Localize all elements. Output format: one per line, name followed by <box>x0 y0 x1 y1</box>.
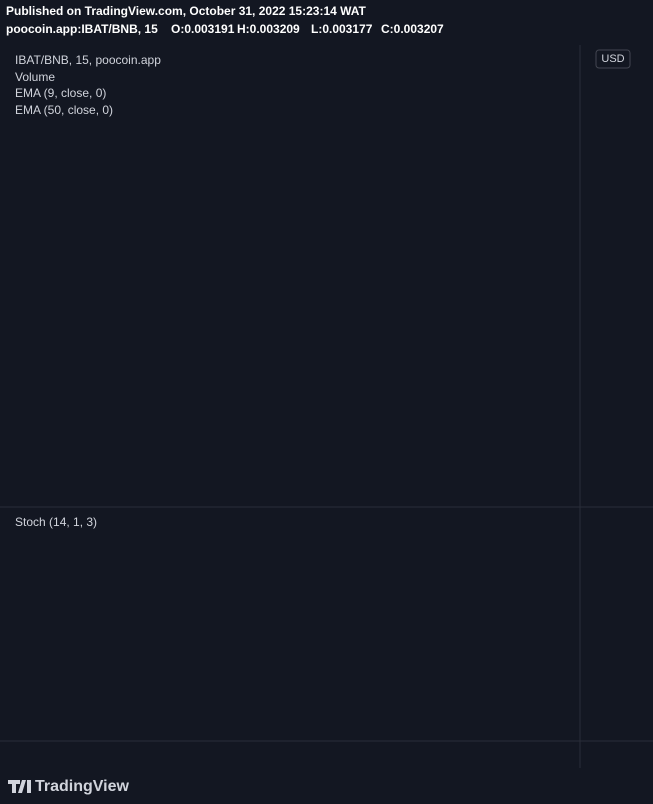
currency-box[interactable] <box>595 49 631 69</box>
symbol: poocoin.app:IBAT/BNB, 15 <box>6 22 158 36</box>
tradingview-logo: TradingView <box>8 778 130 795</box>
ohlc-open: O:0.003191 <box>171 22 235 36</box>
legend-volume: Volume <box>15 70 55 84</box>
legend-ema9: EMA (9, close, 0) <box>15 86 106 100</box>
logo-text: TradingView <box>35 778 130 795</box>
ohlc-low: L:0.003177 <box>311 22 373 36</box>
legend-ema50: EMA (50, close, 0) <box>15 103 113 117</box>
stoch-title: Stoch (14, 1, 3) <box>15 515 97 529</box>
currency[interactable]: USD <box>601 53 624 65</box>
ohlc-close: C:0.003207 <box>381 22 444 36</box>
published-line: Published on TradingView.com, October 31… <box>6 4 367 18</box>
legend-title: IBAT/BNB, 15, poocoin.app <box>15 53 161 67</box>
ohlc-high: H:0.003209 <box>237 22 300 36</box>
